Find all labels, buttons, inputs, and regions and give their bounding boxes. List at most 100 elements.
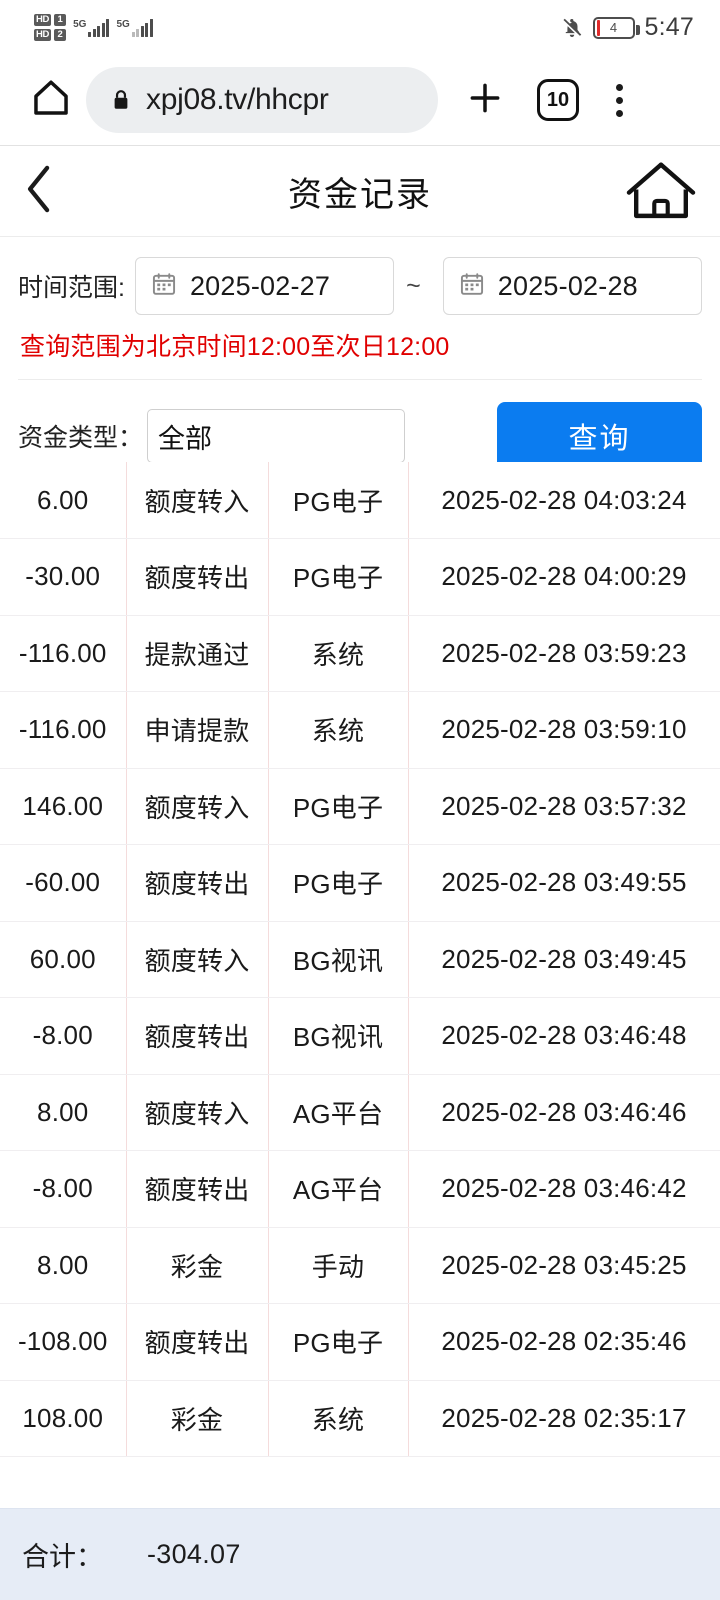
calendar-icon (152, 272, 176, 301)
cell-time: 2025-02-28 02:35:46 (408, 1303, 720, 1381)
status-bar-clock: 5:47 (644, 13, 694, 41)
sim2-badge-icon: 2 (54, 29, 67, 41)
hd-badge-sim2-icon: HD (34, 29, 52, 41)
fund-type-label: 资金类型： (18, 424, 144, 452)
cell-time: 2025-02-28 03:57:32 (408, 768, 720, 845)
cell-amount: 6.00 (0, 462, 127, 539)
url-text: xpj08.tv/hhcpr (146, 83, 329, 116)
dual-sim-indicator: HD 1 HD 2 (34, 14, 67, 41)
cell-source: 系统 (268, 615, 409, 692)
plus-icon (465, 78, 505, 123)
tab-switcher-button[interactable]: 10 (522, 79, 594, 121)
cell-amount: 60.00 (0, 921, 127, 998)
date-to-input[interactable]: 2025-02-28 (442, 257, 702, 315)
cell-amount: -108.00 (0, 1303, 127, 1381)
cell-time: 2025-02-28 04:03:24 (408, 462, 720, 539)
query-range-hint: 查询范围为北京时间12:00至次日12:00 (20, 333, 450, 361)
cell-type: 额度转入 (126, 462, 269, 539)
browser-menu-button[interactable] (594, 83, 644, 117)
cell-source: AG平台 (268, 1074, 409, 1151)
cell-amount: 8.00 (0, 1074, 127, 1151)
cell-type: 额度转出 (126, 844, 269, 922)
cell-type: 额度转入 (126, 921, 269, 998)
cell-source: PG电子 (268, 768, 409, 845)
cell-time: 2025-02-28 03:49:55 (408, 844, 720, 922)
cell-type: 额度转入 (126, 768, 269, 845)
new-tab-button[interactable] (448, 78, 522, 123)
cell-time: 2025-02-28 03:46:46 (408, 1074, 720, 1151)
cell-source: BG视讯 (268, 921, 409, 998)
table-row: -116.00 申请提款 系统 2025-02-28 03:59:10 (0, 691, 720, 769)
url-bar[interactable]: xpj08.tv/hhcpr (86, 67, 438, 133)
cell-type: 额度转出 (126, 997, 269, 1075)
filter-panel: 时间范围: 2025-02-27 ~ (0, 237, 720, 470)
table-row: 6.00 额度转入 PG电子 2025-02-28 04:03:24 (0, 462, 720, 539)
signal-sim1-icon: 5G (73, 18, 110, 37)
page-title: 资金记录 (288, 175, 432, 214)
cell-type: 申请提款 (126, 691, 269, 769)
cell-source: PG电子 (268, 462, 409, 539)
cell-source: 系统 (268, 1380, 409, 1457)
cell-type: 额度转入 (126, 1074, 269, 1151)
android-status-bar: HD 1 HD 2 5G 5G (0, 0, 720, 55)
range-separator: ~ (406, 271, 421, 300)
cell-amount: -8.00 (0, 1150, 127, 1228)
cell-type: 彩金 (126, 1227, 269, 1304)
cell-amount: 8.00 (0, 1227, 127, 1304)
status-bar-left: HD 1 HD 2 5G 5G (34, 14, 153, 41)
cell-amount: -116.00 (0, 615, 127, 692)
calendar-icon (460, 272, 484, 301)
table-row: 108.00 彩金 系统 2025-02-28 02:35:17 (0, 1380, 720, 1457)
records-table-scroll[interactable]: 6.00 额度转入 PG电子 2025-02-28 04:03:24 -30.00 额度转… (0, 462, 720, 1508)
cell-source: BG视讯 (268, 997, 409, 1075)
cell-amount: -60.00 (0, 844, 127, 922)
fund-type-value: 全部 (158, 423, 213, 454)
browser-home-button[interactable] (20, 76, 82, 125)
table-row: 8.00 彩金 手动 2025-02-28 03:45:25 (0, 1227, 720, 1304)
table-row: -30.00 额度转出 PG电子 2025-02-28 04:00:29 (0, 538, 720, 616)
total-value: -304.07 (147, 1539, 241, 1569)
cell-type: 额度转出 (126, 538, 269, 616)
cell-type: 彩金 (126, 1380, 269, 1457)
cell-source: AG平台 (268, 1150, 409, 1228)
table-row: -8.00 额度转出 BG视讯 2025-02-28 03:46:48 (0, 997, 720, 1075)
hd-badge-sim1-icon: HD (34, 14, 52, 26)
tab-count-icon: 10 (537, 79, 579, 121)
cell-time: 2025-02-28 03:46:42 (408, 1150, 720, 1228)
fund-type-select[interactable]: 全部 (147, 409, 406, 463)
cell-time: 2025-02-28 03:46:48 (408, 997, 720, 1075)
cell-amount: 108.00 (0, 1380, 127, 1457)
cell-type: 额度转出 (126, 1303, 269, 1381)
site-home-button[interactable] (624, 158, 698, 225)
cell-type: 额度转出 (126, 1150, 269, 1228)
table-row: 146.00 额度转入 PG电子 2025-02-28 03:57:32 (0, 768, 720, 845)
cell-source: PG电子 (268, 844, 409, 922)
lock-icon (112, 89, 130, 111)
total-bar: 合计： -304.07 (0, 1508, 720, 1600)
time-range-row: 时间范围: 2025-02-27 ~ (18, 237, 702, 315)
page-header: 资金记录 (0, 146, 720, 237)
battery-level-label: 4 (609, 20, 618, 35)
cell-time: 2025-02-28 04:00:29 (408, 538, 720, 616)
date-from-input[interactable]: 2025-02-27 (134, 257, 395, 315)
signal-bars-sim1-icon (88, 18, 110, 37)
home-icon (29, 76, 73, 125)
cell-type: 提款通过 (126, 615, 269, 692)
table-row: 8.00 额度转入 AG平台 2025-02-28 03:46:46 (0, 1074, 720, 1151)
cell-time: 2025-02-28 02:35:17 (408, 1380, 720, 1457)
table-row: -116.00 提款通过 系统 2025-02-28 03:59:23 (0, 615, 720, 692)
kebab-menu-icon (615, 83, 623, 91)
browser-toolbar: xpj08.tv/hhcpr 10 (0, 55, 720, 146)
sim1-badge-icon: 1 (54, 14, 67, 26)
cell-time: 2025-02-28 03:59:10 (408, 691, 720, 769)
cell-source: 系统 (268, 691, 409, 769)
back-button[interactable] (22, 163, 70, 220)
divider (18, 379, 702, 380)
network-type-sim2-label: 5G (116, 18, 130, 30)
cell-amount: -8.00 (0, 997, 127, 1075)
table-row: 60.00 额度转入 BG视讯 2025-02-28 03:49:45 (0, 921, 720, 998)
query-button[interactable]: 查询 (497, 402, 702, 470)
chevron-left-icon (22, 163, 56, 220)
total-label: 合计： (22, 1542, 103, 1572)
